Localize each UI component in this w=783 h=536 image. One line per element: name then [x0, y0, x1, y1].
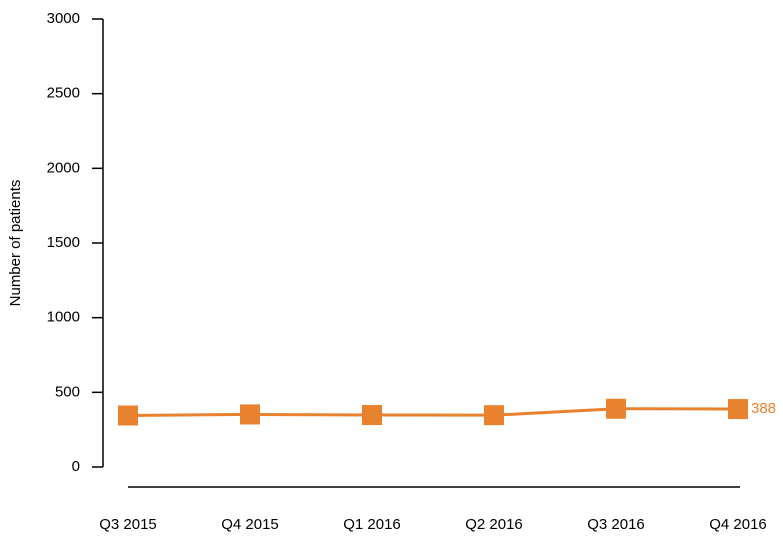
y-tick-label: 500	[55, 383, 80, 400]
marker	[240, 404, 260, 425]
y-tick-label: 0	[72, 458, 80, 475]
y-tick-label: 2000	[47, 159, 80, 176]
x-tick-label: Q1 2016	[343, 516, 401, 533]
y-tick-label: 1000	[47, 309, 80, 326]
y-axis-title: Number of patients	[7, 180, 24, 307]
marker	[484, 405, 504, 426]
y-tick-label: 1500	[47, 234, 80, 251]
y-tick-label: 2500	[47, 85, 80, 102]
marker	[362, 405, 382, 426]
x-tick-label: Q2 2016	[465, 516, 523, 533]
x-tick-label: Q4 2016	[709, 516, 767, 533]
y-tick-label: 3000	[47, 10, 80, 27]
line	[127, 407, 739, 417]
x-tick-label: Q3 2016	[587, 516, 645, 533]
data-label: 388	[751, 400, 776, 417]
x-tick-label: Q4 2015	[221, 516, 279, 533]
x-tick-label: Q3 2015	[99, 516, 157, 533]
marker	[118, 405, 138, 426]
marker	[728, 399, 748, 420]
marker	[606, 398, 626, 419]
